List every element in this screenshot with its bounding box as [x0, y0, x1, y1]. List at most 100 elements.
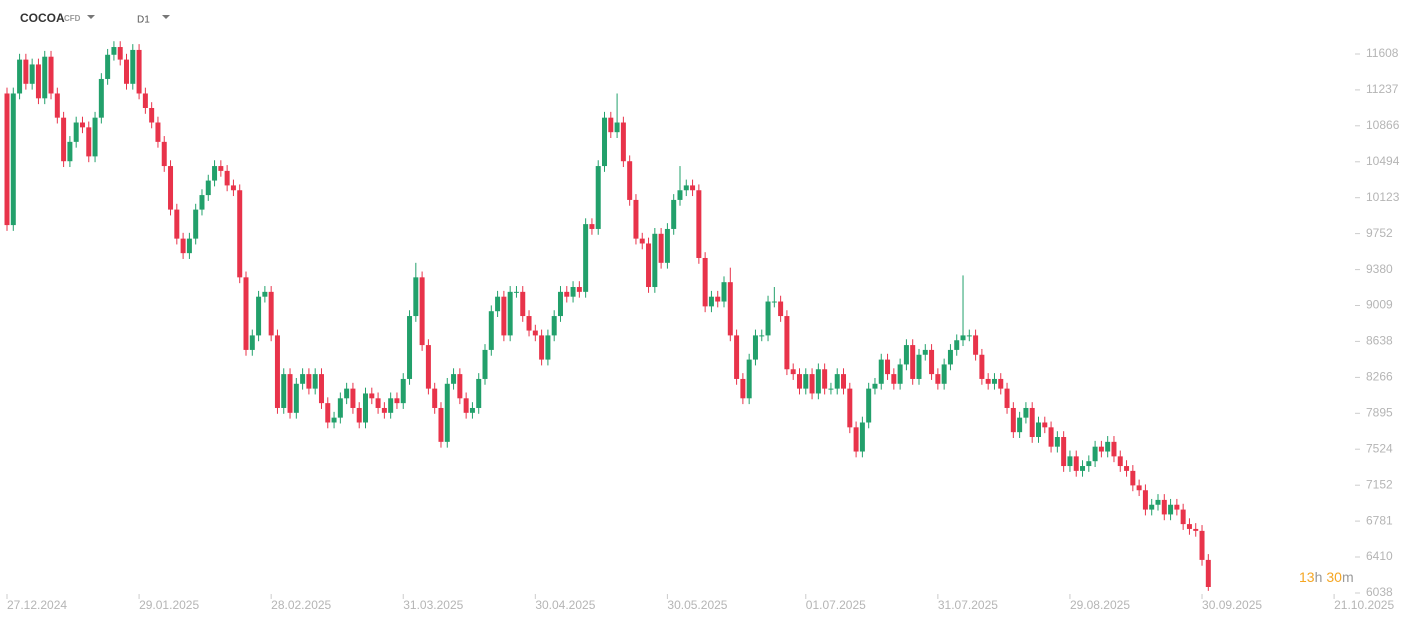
candle-body — [929, 349, 935, 375]
y-tick-label: 7524 — [1366, 441, 1393, 455]
candle-body — [218, 166, 224, 171]
candle-body — [413, 277, 419, 317]
x-tick-label: 30.04.2025 — [535, 598, 595, 612]
candle-body — [124, 59, 130, 84]
candle-body — [1092, 446, 1098, 462]
candle-body — [432, 388, 438, 408]
candle-body — [48, 56, 54, 94]
candle-body — [1180, 509, 1186, 525]
y-tick-label: 10494 — [1366, 154, 1400, 168]
candle-body — [312, 374, 318, 389]
candle-body — [790, 369, 796, 375]
candle-body — [495, 296, 501, 312]
candle-body — [570, 287, 576, 297]
timeframe-dropdown[interactable] — [162, 15, 170, 19]
candle-body — [872, 383, 878, 389]
candle-body — [331, 417, 337, 423]
candle-body — [803, 374, 809, 389]
candle-body — [274, 335, 280, 408]
x-tick-label: 29.08.2025 — [1070, 598, 1130, 612]
candle-body — [1061, 437, 1067, 467]
candle-body — [463, 398, 469, 413]
candle-body — [1124, 466, 1130, 471]
candle-body — [551, 316, 557, 336]
candle-body — [117, 47, 123, 60]
candle-body — [740, 378, 746, 399]
symbol-dropdown[interactable] — [87, 15, 95, 19]
candle-body — [10, 93, 16, 226]
candle-body — [683, 185, 689, 191]
candle-body — [784, 316, 790, 370]
candle-body — [199, 195, 205, 210]
candle-body — [1168, 504, 1174, 515]
candle-body — [224, 170, 230, 186]
candle-body — [243, 277, 249, 350]
candle-body — [256, 296, 262, 336]
y-tick-label: 8638 — [1366, 334, 1393, 348]
y-tick-label: 10123 — [1366, 190, 1400, 204]
candle-body — [966, 335, 972, 337]
candle-body — [451, 374, 457, 384]
x-tick-label: 01.07.2025 — [806, 598, 866, 612]
candle-body — [136, 49, 142, 94]
candle-body — [878, 359, 884, 384]
candle-body — [903, 345, 909, 365]
candle-body — [98, 78, 104, 118]
candle-body — [545, 335, 551, 360]
candle-body — [941, 364, 947, 384]
candle-body — [155, 122, 161, 142]
x-tick-label: 31.03.2025 — [403, 598, 463, 612]
candle-body — [193, 209, 199, 239]
candle-body — [897, 364, 903, 384]
candle-body — [369, 393, 375, 399]
candle-body — [1054, 437, 1060, 447]
candle-body — [249, 335, 255, 350]
candle-body — [778, 301, 784, 317]
candle-body — [841, 374, 847, 389]
candle-body — [595, 166, 601, 229]
candle-body — [350, 388, 356, 408]
candle-body — [344, 388, 350, 399]
candle-body — [268, 291, 274, 336]
candle-body — [161, 141, 167, 167]
candle-body — [1130, 470, 1136, 486]
candle-body — [715, 296, 721, 302]
x-tick-label: 27.12.2024 — [7, 598, 67, 612]
symbol[interactable]: COCOA — [20, 11, 65, 25]
timer: 13h 30m — [1299, 569, 1354, 585]
candle-body — [375, 398, 381, 408]
candle-body — [664, 228, 670, 263]
candle-body — [92, 117, 98, 157]
candle-body — [557, 291, 563, 317]
candle-body — [1017, 417, 1023, 433]
candle-body — [1105, 441, 1111, 452]
timeframe[interactable]: D1 — [137, 15, 150, 26]
candle-body — [589, 224, 595, 229]
timer-minutes-unit: m — [1342, 569, 1354, 585]
candle-body — [658, 233, 664, 263]
timer-minutes: 30 — [1326, 569, 1342, 585]
candle-body — [727, 282, 733, 336]
candle-body — [620, 122, 626, 162]
candle-body — [180, 238, 186, 254]
candle-body — [230, 185, 236, 191]
candle-body — [608, 117, 614, 133]
candle-body — [564, 291, 570, 297]
candle-body — [602, 117, 608, 167]
candle-body — [482, 349, 488, 379]
y-tick-label: 11608 — [1366, 46, 1399, 60]
candle-body — [922, 349, 928, 355]
candle-body — [759, 335, 765, 337]
candle-body — [513, 291, 519, 293]
candle-body — [954, 340, 960, 350]
candle-body — [1199, 530, 1205, 560]
candle-body — [639, 238, 645, 244]
candle-body — [646, 243, 652, 288]
candle-body — [985, 378, 991, 384]
candle-body — [86, 127, 92, 157]
candle-body — [1010, 407, 1016, 433]
candle-body — [677, 190, 683, 200]
candle-body — [885, 359, 891, 375]
candle-body — [891, 374, 897, 384]
